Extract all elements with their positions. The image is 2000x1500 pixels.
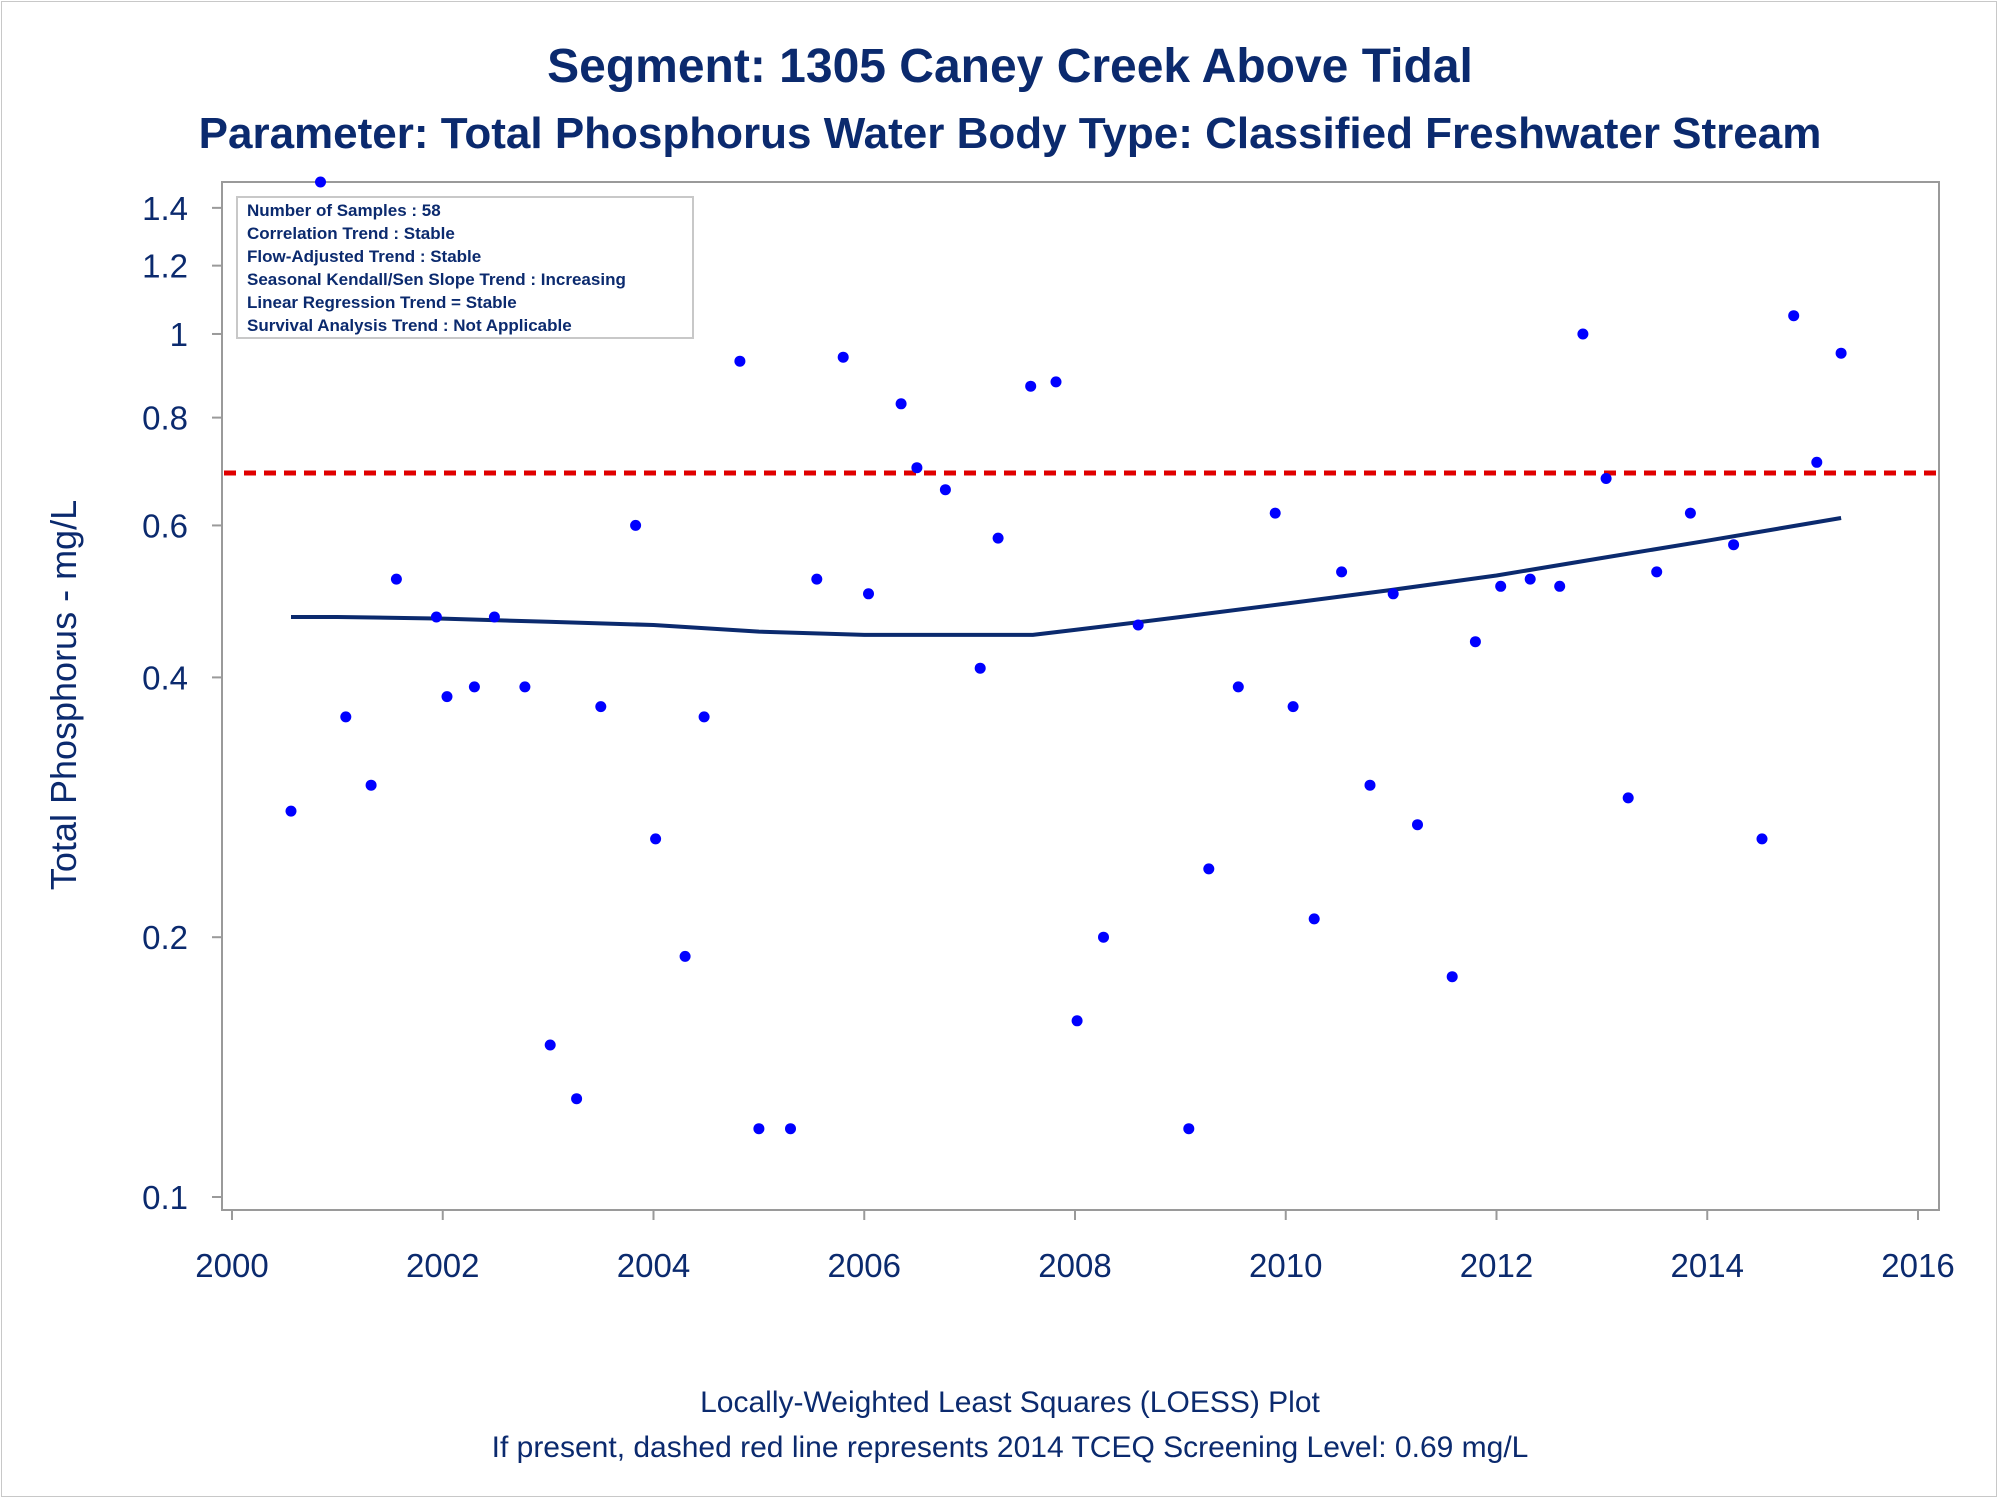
x-tick-label: 2002 [406, 1247, 479, 1284]
sample-point [650, 833, 662, 845]
sample-point [1071, 1015, 1083, 1027]
sample-point [1756, 833, 1768, 845]
sample-point [811, 573, 823, 585]
sample-point [1728, 539, 1740, 551]
sample-point [1495, 580, 1507, 592]
y-tick-label: 1 [170, 316, 188, 353]
sample-point [1811, 456, 1823, 468]
sample-point [1524, 573, 1536, 585]
y-tick-label: 0.1 [142, 1179, 188, 1216]
sample-point [365, 779, 377, 791]
sample-point [1469, 636, 1481, 648]
sample-point [1050, 376, 1062, 388]
sample-point [1183, 1123, 1195, 1135]
y-axis-label: Total Phosphorus - mg/L [43, 500, 84, 890]
sample-point [1387, 588, 1399, 600]
y-tick-label: 1.4 [142, 190, 188, 227]
sample-point [753, 1123, 765, 1135]
sample-point [468, 681, 480, 693]
info-correlation-trend: Correlation Trend : Stable [247, 224, 455, 243]
x-tick-label: 2006 [828, 1247, 901, 1284]
x-tick-label: 2010 [1249, 1247, 1322, 1284]
points-layer [285, 176, 1847, 1135]
sample-point [939, 484, 951, 496]
sample-point [488, 611, 500, 623]
sample-point [1651, 566, 1663, 578]
x-tick-label: 2014 [1671, 1247, 1744, 1284]
sample-point [1203, 863, 1215, 875]
sample-point [390, 573, 402, 585]
chart-subtitle: Parameter: Total Phosphorus Water Body T… [199, 109, 1822, 158]
info-samples: Number of Samples : 58 [247, 201, 441, 220]
x-tick-label: 2000 [195, 1247, 268, 1284]
sample-point [863, 588, 874, 600]
sample-point [571, 1093, 583, 1105]
sample-point [315, 176, 326, 188]
sample-point [1835, 347, 1847, 359]
sample-point [519, 681, 531, 693]
x-tick-label: 2012 [1460, 1247, 1533, 1284]
info-linear-regression-trend: Linear Regression Trend = Stable [247, 293, 517, 312]
sample-point [430, 611, 442, 623]
x-tick-label: 2004 [617, 1247, 690, 1284]
info-survival-analysis-trend: Survival Analysis Trend : Not Applicable [247, 316, 572, 335]
sample-point [1287, 701, 1299, 713]
sample-point [1269, 507, 1281, 519]
sample-point [785, 1123, 796, 1135]
sample-point [441, 691, 453, 703]
y-tick-label: 0.8 [142, 400, 188, 437]
sample-point [1788, 310, 1800, 322]
y-tick-label: 0.4 [142, 659, 188, 696]
info-box: Number of Samples : 58 Correlation Trend… [236, 196, 694, 339]
sample-point [1412, 819, 1423, 831]
sample-point [679, 950, 691, 962]
sample-point [1446, 971, 1458, 983]
sample-point [1336, 566, 1348, 578]
sample-point [1025, 380, 1037, 392]
sample-point [837, 351, 849, 363]
y-tick-label: 0.6 [142, 507, 188, 544]
sample-point [1577, 328, 1589, 340]
loess-curve [291, 516, 1842, 637]
x-tick-label: 2008 [1038, 1247, 1111, 1284]
sample-point [698, 711, 710, 723]
sample-point [895, 398, 907, 410]
footer-caption: Locally-Weighted Least Squares (LOESS) P… [700, 1386, 1320, 1419]
info-seasonal-kendall-trend: Seasonal Kendall/Sen Slope Trend : Incre… [247, 270, 626, 289]
info-flow-adjusted-trend: Flow-Adjusted Trend : Stable [247, 247, 481, 266]
sample-point [595, 701, 607, 713]
loess-layer [291, 516, 1842, 637]
info-box-frame [236, 196, 694, 339]
axes: 2000 2002 2004 2006 2008 2010 2012 2014 2016 0.1 0… [142, 190, 1955, 1284]
plot-area [221, 181, 1940, 1211]
sample-point [544, 1039, 556, 1051]
sample-point [992, 532, 1004, 544]
sample-point [911, 462, 923, 474]
chart-title: Segment: 1305 Caney Creek Above Tidal [547, 40, 1473, 93]
sample-point [734, 355, 746, 367]
sample-point [630, 519, 642, 531]
y-tick-label: 1.2 [142, 248, 188, 285]
sample-point [1132, 619, 1144, 631]
sample-point [1232, 681, 1244, 693]
sample-point [1364, 779, 1376, 791]
sample-point [1684, 507, 1696, 519]
sample-point [1600, 473, 1612, 484]
y-tick-label: 0.2 [142, 919, 188, 956]
sample-point [974, 662, 986, 674]
sample-point [1622, 792, 1634, 804]
sample-point [1098, 931, 1109, 943]
sample-point [285, 805, 297, 817]
sample-point [340, 711, 352, 723]
sample-point [1308, 913, 1320, 925]
footer-screening-note: If present, dashed red line represents 2… [492, 1431, 1529, 1464]
x-tick-label: 2016 [1881, 1247, 1954, 1284]
sample-point [1554, 580, 1566, 592]
